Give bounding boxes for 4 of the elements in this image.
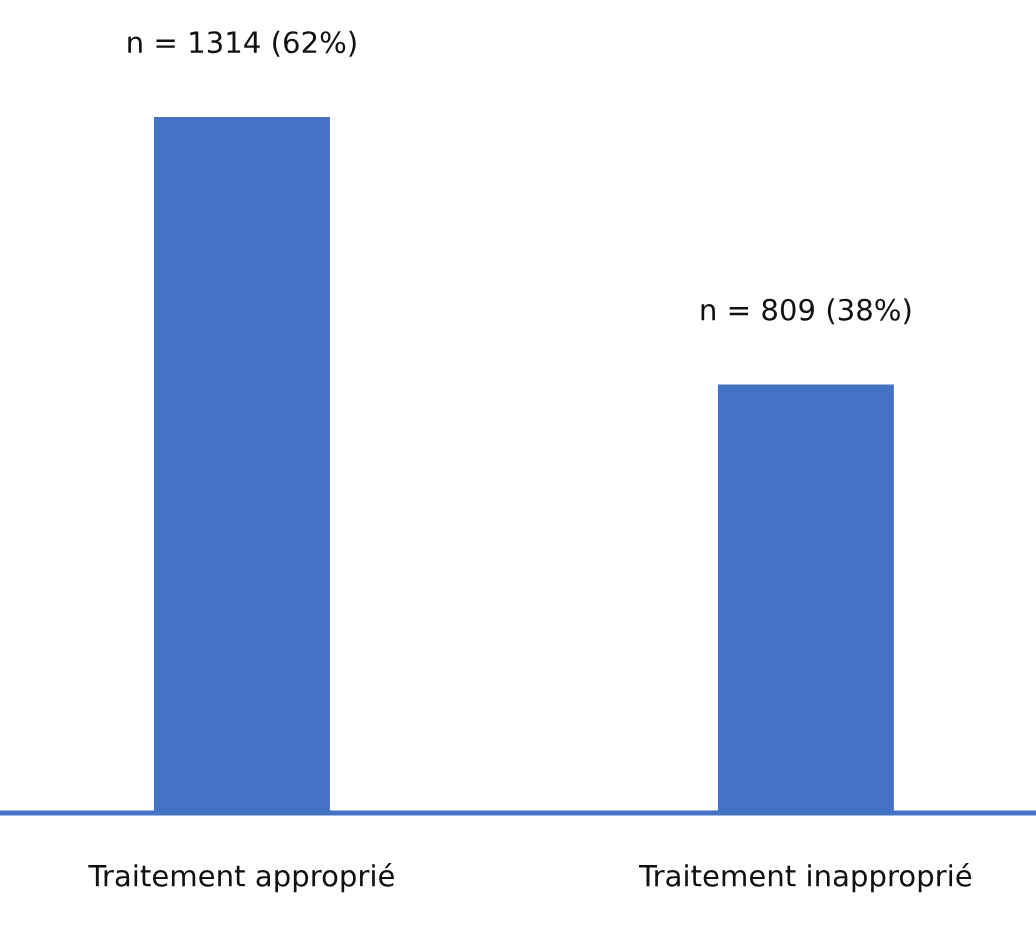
data-label: n = 809 (38%) [701, 298, 911, 325]
data-label: n = 1314 (62%) [128, 30, 356, 57]
x-tick-label: Traitement approprié [88, 862, 394, 893]
x-tick-label: Traitement inapproprié [639, 862, 972, 893]
